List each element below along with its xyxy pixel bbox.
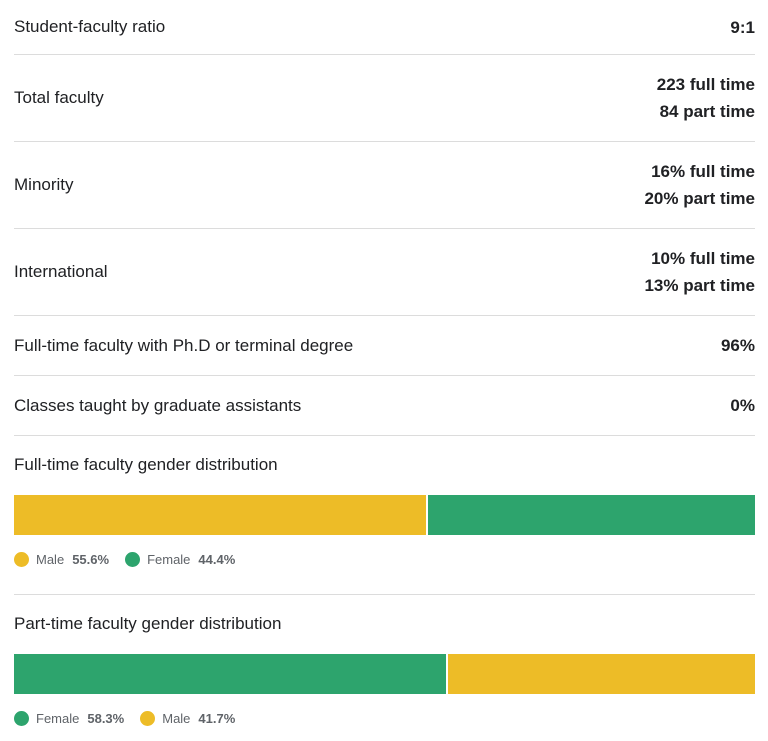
legend-dot-icon: [14, 552, 29, 567]
parttime-gender-legend: Female 58.3% Male 41.7%: [14, 711, 251, 726]
legend-percent: 55.6%: [72, 552, 110, 567]
stat-row-international: International 10% full time 13% part tim…: [14, 229, 755, 316]
gender-bar-segment-male: [446, 654, 755, 694]
legend-dot-icon: [140, 711, 156, 726]
legend-label: Female: [147, 552, 191, 567]
legend-label: Male: [162, 711, 191, 726]
legend-label: Female: [36, 711, 80, 726]
stat-value: 16% full time 20% part time: [644, 158, 755, 212]
stat-value-line: 13% part time: [644, 276, 755, 295]
stat-label: Total faculty: [14, 88, 104, 107]
stat-value-line: 10% full time: [651, 249, 755, 268]
legend-item-male: Male 55.6%: [14, 552, 109, 567]
stat-value-line: 0%: [730, 396, 755, 415]
stat-row-minority: Minority 16% full time 20% part time: [14, 142, 755, 229]
stat-row-student-faculty-ratio: Student-faculty ratio 9:1: [14, 0, 755, 55]
legend-dot-icon: [14, 711, 29, 726]
stat-value: 96%: [721, 332, 755, 359]
gender-bar-segment-male: [14, 495, 426, 535]
stat-value-line: 223 full time: [656, 75, 755, 94]
legend-item-male: Male 41.7%: [140, 711, 235, 726]
legend-item-female: Female 44.4%: [125, 552, 235, 567]
section-divider: [14, 594, 755, 595]
legend-percent: 58.3%: [87, 711, 125, 726]
stat-label: Minority: [14, 175, 74, 194]
stat-row-total-faculty: Total faculty 223 full time 84 part time: [14, 55, 755, 142]
stat-row-phd-faculty: Full-time faculty with Ph.D or terminal …: [14, 316, 755, 376]
legend-percent: 41.7%: [198, 711, 236, 726]
stat-value: 0%: [730, 392, 755, 419]
legend-dot-icon: [125, 552, 141, 567]
fulltime-gender-title: Full-time faculty gender distribution: [14, 455, 278, 474]
stat-label: Classes taught by graduate assistants: [14, 395, 302, 415]
stat-value-line: 20% part time: [644, 189, 755, 208]
stat-value: 9:1: [730, 14, 755, 41]
stat-label: Student-faculty ratio: [14, 17, 166, 36]
stat-value: 10% full time 13% part time: [644, 245, 755, 299]
stat-value-line: 9:1: [730, 17, 755, 37]
legend-label: Male: [36, 552, 65, 567]
legend-item-female: Female 58.3%: [14, 711, 124, 726]
gender-bar-segment-female: [14, 654, 446, 694]
stat-label: International: [14, 262, 108, 281]
fulltime-gender-bar: [14, 495, 755, 535]
stat-value-line: 16% full time: [651, 162, 755, 181]
stat-row-graduate-assistants: Classes taught by graduate assistants 0%: [14, 376, 755, 436]
parttime-gender-title: Part-time faculty gender distribution: [14, 614, 282, 633]
gender-bar-segment-female: [425, 495, 755, 535]
stat-value-line: 96%: [720, 336, 755, 355]
legend-percent: 44.4%: [198, 552, 236, 567]
stat-value: 223 full time 84 part time: [657, 71, 755, 125]
parttime-gender-bar: [14, 654, 755, 694]
stat-label: Full-time faculty with Ph.D or terminal …: [14, 335, 354, 355]
fulltime-gender-legend: Male 55.6% Female 44.4%: [14, 552, 251, 567]
stat-value-line: 84 part time: [659, 102, 755, 121]
